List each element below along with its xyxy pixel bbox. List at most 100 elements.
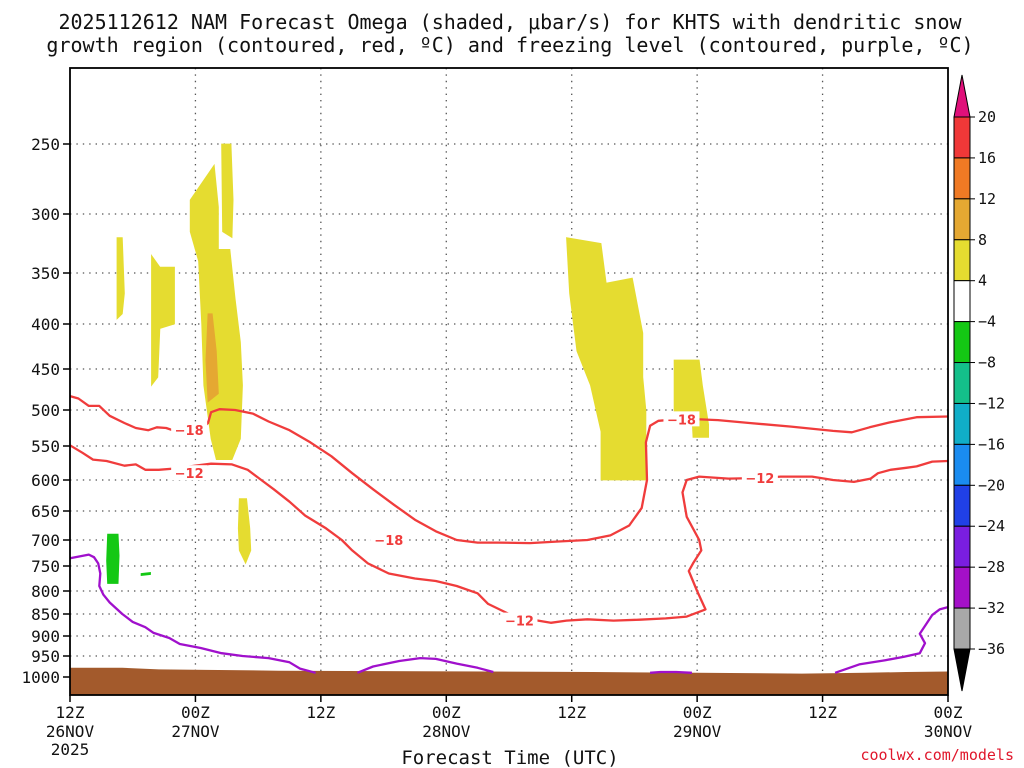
colorbar-label-3: 8 (978, 231, 987, 249)
colorbar-label-9: −20 (978, 476, 1005, 494)
x-tick-label-6: 12Z (808, 703, 837, 722)
colorbar-label-13: −36 (978, 640, 1005, 658)
x-tick-label-7: 00Z (934, 703, 963, 722)
colorbar-label-12: −32 (978, 599, 1005, 617)
contour-label-bg-extra-0 (370, 532, 407, 547)
x-tick-label-2: 12Z (306, 703, 335, 722)
chart-title-line-1: 2025112612 NAM Forecast Omega (shaded, μ… (58, 10, 962, 34)
colorbar-label-1: 16 (978, 149, 996, 167)
x-tick-date-1: 27NOV (171, 722, 220, 741)
colorbar: 20 16 12 8 4 −4 −8 −12 −16 −20 −24 −28 −32 −36 (953, 74, 1005, 692)
plot-border (69, 67, 949, 696)
contour-label-extra-2: −12 (505, 615, 534, 630)
y-tick-label-550: 550 (31, 437, 60, 456)
contour-line-5 (834, 605, 949, 674)
y-tick-label-650: 650 (31, 502, 60, 521)
y-tick-label-450: 450 (31, 360, 60, 379)
terrain-fill (70, 667, 948, 695)
y-tick-label-500: 500 (31, 401, 60, 420)
contour-label-bg-0 (171, 422, 208, 438)
plot-area (70, 68, 948, 695)
x-tick-date-7: 30NOV (924, 722, 973, 741)
contour-line-1 (69, 444, 949, 624)
contour-label-0: −18 (175, 424, 204, 439)
colorbar-bin-11 (953, 566, 971, 609)
colorbar-label-4: 4 (978, 272, 987, 290)
x-tick-date-0: 26NOV (46, 722, 95, 741)
omega-shading (106, 143, 709, 584)
omega-region-4 (221, 143, 234, 239)
colorbar-bin-8 (953, 443, 971, 486)
x-axis-label: Forecast Time (UTC) (401, 747, 618, 768)
contour-label-extra-3: −12 (745, 472, 774, 487)
contour-label-extra-0: −18 (374, 534, 403, 549)
colorbar-bin-5 (953, 321, 971, 364)
colorbar-bin-7 (953, 402, 971, 445)
x-tick-label-5: 00Z (683, 703, 712, 722)
colorbar-top-arrow (953, 74, 971, 118)
y-tick-label-600: 600 (31, 471, 60, 490)
contour-line-3 (356, 656, 494, 674)
contour-line-0 (69, 394, 949, 545)
contour-line-2 (69, 553, 316, 674)
credit-text: coolwx.com/models (860, 746, 1014, 764)
colorbar-label-10: −24 (978, 517, 1005, 535)
y-tick-label-300: 300 (31, 205, 60, 224)
omega-region-5 (237, 498, 252, 565)
y-tick-label-400: 400 (31, 315, 60, 334)
x-tick-label-1: 00Z (181, 703, 210, 722)
colorbar-bin-2 (953, 198, 971, 241)
x-tick-date-5: 29NOV (673, 722, 722, 741)
y-tick-label-700: 700 (31, 531, 60, 550)
y-axis-ticks: 250 300 350 400 450 500 550 600 650 700 750 800 850 9… (21, 135, 70, 687)
colorbar-bin-3 (953, 239, 971, 282)
chart-title-line-2: growth region (contoured, red, ºC) and f… (46, 33, 973, 57)
terrain-polygon (70, 667, 948, 695)
contour-label-bg-1 (171, 465, 208, 481)
contour-label-1: −12 (175, 467, 204, 482)
x-tick-date-3: 28NOV (422, 722, 471, 741)
y-tick-label-250: 250 (31, 135, 60, 154)
y-tick-label-750: 750 (31, 557, 60, 576)
colorbar-bin-4 (953, 280, 971, 323)
y-tick-label-850: 850 (31, 605, 60, 624)
contour-label-extra-1: −18 (667, 413, 696, 428)
colorbar-label-5: −4 (978, 313, 996, 331)
contour-line-4 (650, 670, 692, 674)
y-tick-label-900: 900 (31, 627, 60, 646)
x-tick-label-3: 00Z (432, 703, 461, 722)
colorbar-bin-1 (953, 157, 971, 200)
omega-region-8 (106, 533, 120, 584)
colorbar-label-6: −8 (978, 354, 996, 372)
omega-region-2 (189, 163, 243, 461)
omega-region-0 (116, 237, 125, 320)
plot-background (70, 68, 948, 695)
colorbar-label-0: 20 (978, 108, 996, 126)
y-tick-label-950: 950 (31, 647, 60, 666)
colorbar-label-8: −16 (978, 435, 1005, 453)
contour-label-bg-extra-2 (501, 612, 538, 628)
omega-region-3 (205, 313, 219, 403)
x-tick-year-0: 2025 (51, 740, 90, 759)
y-tick-label-1000: 1000 (21, 668, 60, 687)
colorbar-bin-10 (953, 525, 971, 568)
contour-label-bg-extra-3 (741, 469, 778, 485)
y-tick-label-800: 800 (31, 582, 60, 601)
colorbar-bin-6 (953, 362, 971, 404)
colorbar-bin-12 (953, 607, 971, 650)
colorbar-label-2: 12 (978, 190, 996, 208)
y-tick-label-350: 350 (31, 264, 60, 283)
colorbar-bin-0 (953, 116, 971, 159)
contour-lines: −18 −12 −18 −18 −12 −12 (69, 394, 949, 674)
colorbar-label-7: −12 (978, 394, 1005, 412)
omega-region-1 (151, 254, 175, 387)
x-tick-label-4: 12Z (557, 703, 586, 722)
colorbar-bottom-arrow (953, 648, 971, 692)
colorbar-label-11: −28 (978, 558, 1005, 576)
omega-region-9 (140, 572, 151, 576)
contour-label-bg-extra-1 (663, 411, 700, 427)
x-tick-label-0: 12Z (56, 703, 85, 722)
plot-frame (69, 67, 949, 696)
